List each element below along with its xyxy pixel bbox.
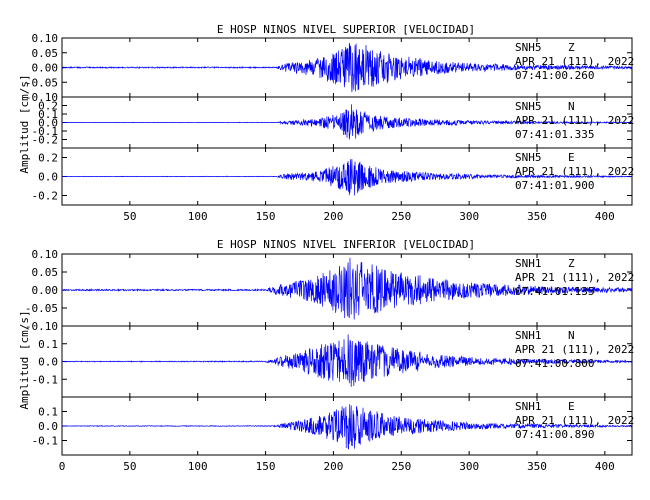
fig1-panel1-waveform xyxy=(62,334,633,387)
fig0-panel2-time-label: 07:41:01.900 xyxy=(515,179,594,192)
fig1-panel1-station-label: SNH1 xyxy=(515,329,542,342)
fig0-panel1-ytick-label: -0.1 xyxy=(32,125,59,138)
fig1-panel0-date-label: APR 21 (111), 2022 xyxy=(515,271,634,284)
fig1-panel2-ytick-label: -0.1 xyxy=(32,435,59,448)
fig1-panel0-station-label: SNH1 xyxy=(515,257,542,270)
fig0-panel2-date-label: APR 21 (111), 2022 xyxy=(515,165,634,178)
fig1-panel1-time-label: 07:41:00.800 xyxy=(515,357,594,370)
fig1-xtick-label: 200 xyxy=(323,460,343,473)
fig1-xtick-label: 0 xyxy=(59,460,66,473)
fig0-xtick-label: 100 xyxy=(188,210,208,223)
fig0-panel2-ytick-label: 0.0 xyxy=(38,171,58,184)
fig0-xtick-label: 200 xyxy=(323,210,343,223)
fig0-panel0-ytick-label: -0.10 xyxy=(25,91,58,104)
fig0-xtick-label: 150 xyxy=(256,210,276,223)
fig0-xtick-label: 50 xyxy=(123,210,136,223)
fig1-panel1-date-label: APR 21 (111), 2022 xyxy=(515,343,634,356)
fig0-xtick-label: 250 xyxy=(391,210,411,223)
fig1-panel2-waveform xyxy=(61,404,633,450)
fig1-panel0-ytick-label: 0.05 xyxy=(32,266,59,279)
fig0-panel0-ytick-label: 0.00 xyxy=(32,62,59,75)
fig0-panel0-ytick-label: 0.05 xyxy=(32,47,59,60)
fig1-xtick-label: 350 xyxy=(527,460,547,473)
fig0-panel0-time-label: 07:41:00.260 xyxy=(515,69,594,82)
fig1-panel1-ytick-label: 0.0 xyxy=(38,356,58,369)
fig1-panel0-waveform xyxy=(61,257,633,320)
fig1-panel0-time-label: 07:41:01.135 xyxy=(515,285,594,298)
fig0-panel1-station-label: SNH5 xyxy=(515,100,542,113)
fig0-xtick-label: 400 xyxy=(595,210,615,223)
fig0-panel2-ytick-label: 0.2 xyxy=(38,152,58,165)
fig1-panel2-component-label: E xyxy=(568,400,575,413)
fig0-panel1-ytick-label: 0.2 xyxy=(38,100,58,113)
fig0-panel2-ytick-label: -0.2 xyxy=(32,190,59,203)
bottom-figure-title: E HOSP NINOS NIVEL INFERIOR [VELOCIDAD] xyxy=(217,238,475,251)
fig1-panel2-station-label: SNH1 xyxy=(515,400,542,413)
fig1-panel2-ytick-label: 0.1 xyxy=(38,406,58,419)
fig1-panel2-ytick-label: 0.0 xyxy=(38,420,58,433)
fig0-panel0-ytick-label: -0.05 xyxy=(25,76,58,89)
fig1-panel1-ytick-label: 0.1 xyxy=(38,338,58,351)
fig1-panel2-time-label: 07:41:00.890 xyxy=(515,428,594,441)
fig1-panel0-component-label: Z xyxy=(568,257,575,270)
fig1-xtick-label: 100 xyxy=(188,460,208,473)
fig1-xtick-label: 250 xyxy=(391,460,411,473)
fig0-panel2-station-label: SNH5 xyxy=(515,151,542,164)
fig1-panel1-component-label: N xyxy=(568,329,575,342)
top-y-axis-label: Amplitud [cm/s] xyxy=(18,74,31,173)
bottom-y-axis-label: Amplitud [cm/s] xyxy=(18,310,31,409)
fig0-panel2-waveform xyxy=(61,158,633,196)
fig0-panel1-ytick-label: 0.1 xyxy=(38,108,58,121)
fig1-xtick-label: 400 xyxy=(595,460,615,473)
fig1-panel2-date-label: APR 21 (111), 2022 xyxy=(515,414,634,427)
fig1-panel0-ytick-label: -0.05 xyxy=(25,302,58,315)
fig0-panel0-station-label: SNH5 xyxy=(515,41,542,54)
fig0-panel0-date-label: APR 21 (111), 2022 xyxy=(515,55,634,68)
fig1-panel1-ytick-label: -0.1 xyxy=(32,373,59,386)
fig1-panel0-ytick-label: 0.00 xyxy=(32,284,59,297)
fig0-panel0-waveform xyxy=(61,42,633,93)
top-figure-title: E HOSP NINOS NIVEL SUPERIOR [VELOCIDAD] xyxy=(217,23,475,36)
fig0-panel1-time-label: 07:41:01.335 xyxy=(515,128,594,141)
fig0-panel0-component-label: Z xyxy=(568,41,575,54)
fig0-xtick-label: 350 xyxy=(527,210,547,223)
fig0-panel1-ytick-label: 0.0 xyxy=(38,117,58,130)
fig0-panel1-component-label: N xyxy=(568,100,575,113)
fig1-panel0-ytick-label: 0.10 xyxy=(32,248,59,261)
fig1-panel0-ytick-label: -0.10 xyxy=(25,320,58,333)
fig0-panel1-ytick-label: -0.2 xyxy=(32,134,59,147)
fig1-xtick-label: 150 xyxy=(256,460,276,473)
fig0-panel1-waveform xyxy=(61,104,633,140)
fig0-xtick-label: 300 xyxy=(459,210,479,223)
fig0-panel2-component-label: E xyxy=(568,151,575,164)
fig1-xtick-label: 300 xyxy=(459,460,479,473)
fig0-panel1-date-label: APR 21 (111), 2022 xyxy=(515,114,634,127)
fig1-xtick-label: 50 xyxy=(123,460,136,473)
fig0-panel0-ytick-label: 0.10 xyxy=(32,32,59,45)
